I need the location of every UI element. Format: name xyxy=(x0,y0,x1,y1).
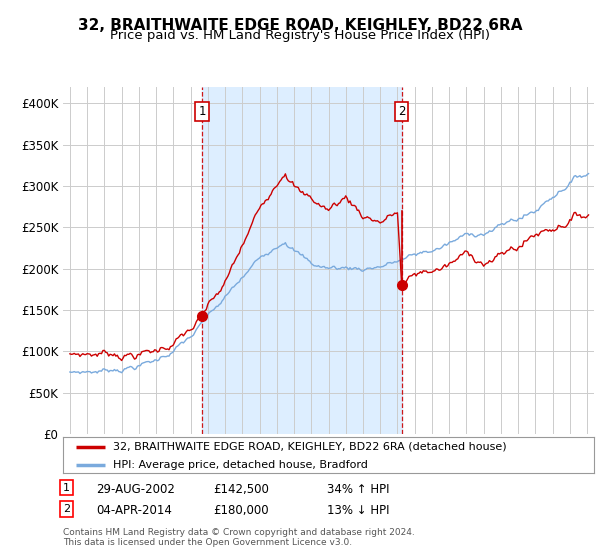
Text: 2: 2 xyxy=(63,504,70,514)
Text: 04-APR-2014: 04-APR-2014 xyxy=(96,504,172,517)
Text: Price paid vs. HM Land Registry's House Price Index (HPI): Price paid vs. HM Land Registry's House … xyxy=(110,29,490,42)
Text: 29-AUG-2002: 29-AUG-2002 xyxy=(96,483,175,496)
Text: 32, BRAITHWAITE EDGE ROAD, KEIGHLEY, BD22 6RA: 32, BRAITHWAITE EDGE ROAD, KEIGHLEY, BD2… xyxy=(78,18,522,33)
Text: HPI: Average price, detached house, Bradford: HPI: Average price, detached house, Brad… xyxy=(113,460,368,470)
Text: £180,000: £180,000 xyxy=(213,504,269,517)
Text: 13% ↓ HPI: 13% ↓ HPI xyxy=(327,504,389,517)
Text: Contains HM Land Registry data © Crown copyright and database right 2024.
This d: Contains HM Land Registry data © Crown c… xyxy=(63,528,415,547)
Text: 34% ↑ HPI: 34% ↑ HPI xyxy=(327,483,389,496)
Text: 32, BRAITHWAITE EDGE ROAD, KEIGHLEY, BD22 6RA (detached house): 32, BRAITHWAITE EDGE ROAD, KEIGHLEY, BD2… xyxy=(113,442,507,452)
Text: £142,500: £142,500 xyxy=(213,483,269,496)
Text: 1: 1 xyxy=(63,483,70,493)
Text: 2: 2 xyxy=(398,105,406,118)
Bar xyxy=(202,87,402,434)
Text: 1: 1 xyxy=(198,105,206,118)
